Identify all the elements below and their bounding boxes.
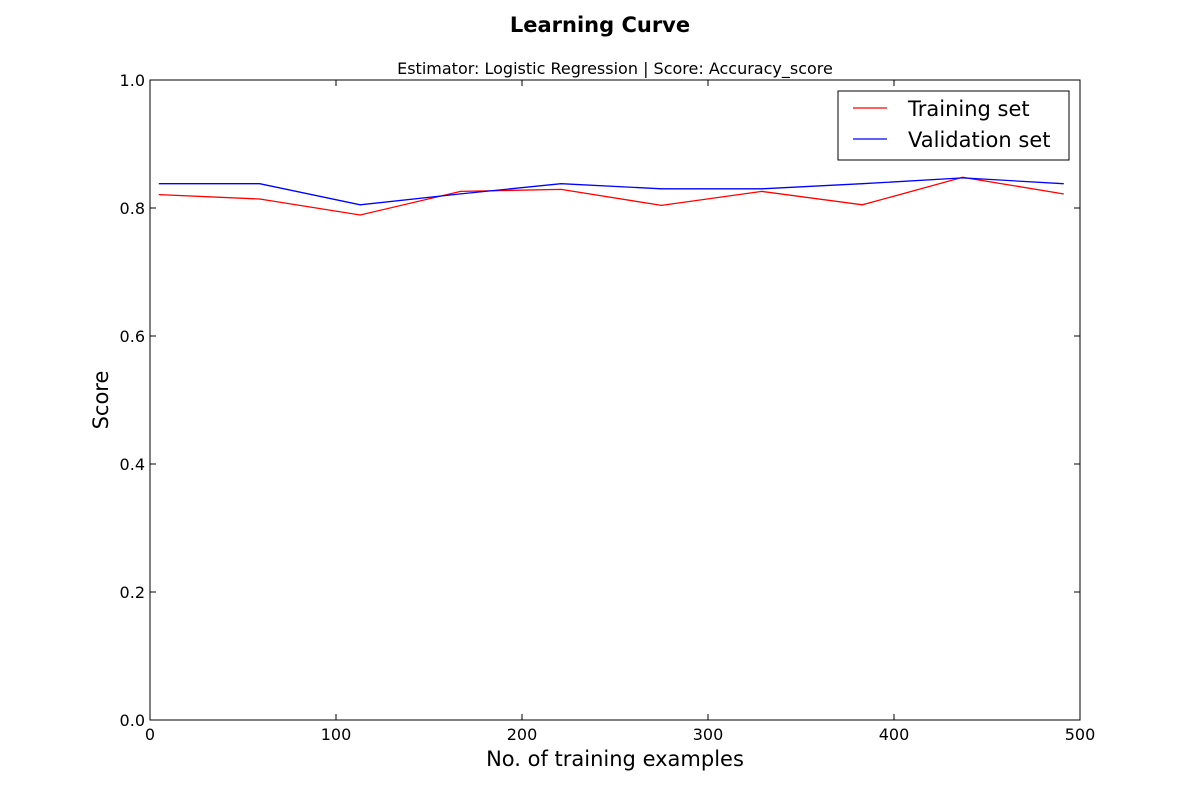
- legend: Training set Validation set: [837, 90, 1070, 161]
- chart-title: Learning Curve: [510, 13, 690, 37]
- series-lines: [158, 176, 1064, 216]
- validation-point-8: [962, 177, 964, 179]
- validation-point-7: [861, 183, 864, 185]
- training-point-1: [259, 198, 261, 200]
- training-point-2: [359, 214, 361, 216]
- y-tick-label-2: 0.4: [120, 455, 145, 474]
- legend-box: [837, 90, 1070, 161]
- axis-ticks: 0 100 200 300 400 500 0.0 0.2 0.4 0.6 0.8 1.0: [120, 71, 1096, 744]
- plot-area-frame: [149, 79, 1081, 721]
- validation-point-2: [359, 204, 361, 206]
- training-point-5: [660, 204, 663, 206]
- y-tick-label-1: 0.2: [120, 583, 145, 602]
- y-tick-label-0: 0.0: [120, 711, 145, 730]
- training-point-7: [861, 204, 864, 206]
- x-tick-label-3: 300: [693, 725, 724, 744]
- training-point-6: [761, 190, 763, 192]
- training-point-9: [1062, 193, 1064, 195]
- x-tick-label-0: 0: [145, 725, 155, 744]
- validation-point-9: [1062, 183, 1064, 185]
- validation-point-6: [761, 188, 763, 190]
- x-tick-label-4: 400: [879, 725, 910, 744]
- x-axis-label: No. of training examples: [486, 747, 744, 771]
- validation-point-1: [259, 183, 261, 185]
- training-point-3: [460, 190, 462, 192]
- chart-subtitle: Estimator: Logistic Regression | Score: …: [397, 59, 833, 79]
- legend-training-label: Training set: [907, 97, 1030, 121]
- validation-point-4: [560, 183, 562, 185]
- y-tick-label-4: 0.8: [120, 199, 145, 218]
- validation-set-line: [159, 177, 1064, 206]
- validation-point-0: [158, 183, 160, 185]
- x-tick-label-5: 500: [1065, 725, 1096, 744]
- y-tick-label-3: 0.6: [120, 327, 145, 346]
- legend-validation-label: Validation set: [908, 128, 1050, 152]
- y-axis-label: Score: [89, 371, 113, 430]
- validation-point-5: [660, 188, 663, 190]
- y-tick-label-5: 1.0: [120, 71, 145, 90]
- training-set-line: [159, 176, 1064, 216]
- training-point-4: [560, 188, 562, 190]
- training-point-0: [158, 194, 160, 196]
- validation-point-3: [460, 193, 462, 195]
- x-tick-label-1: 100: [321, 725, 352, 744]
- x-tick-label-2: 200: [507, 725, 538, 744]
